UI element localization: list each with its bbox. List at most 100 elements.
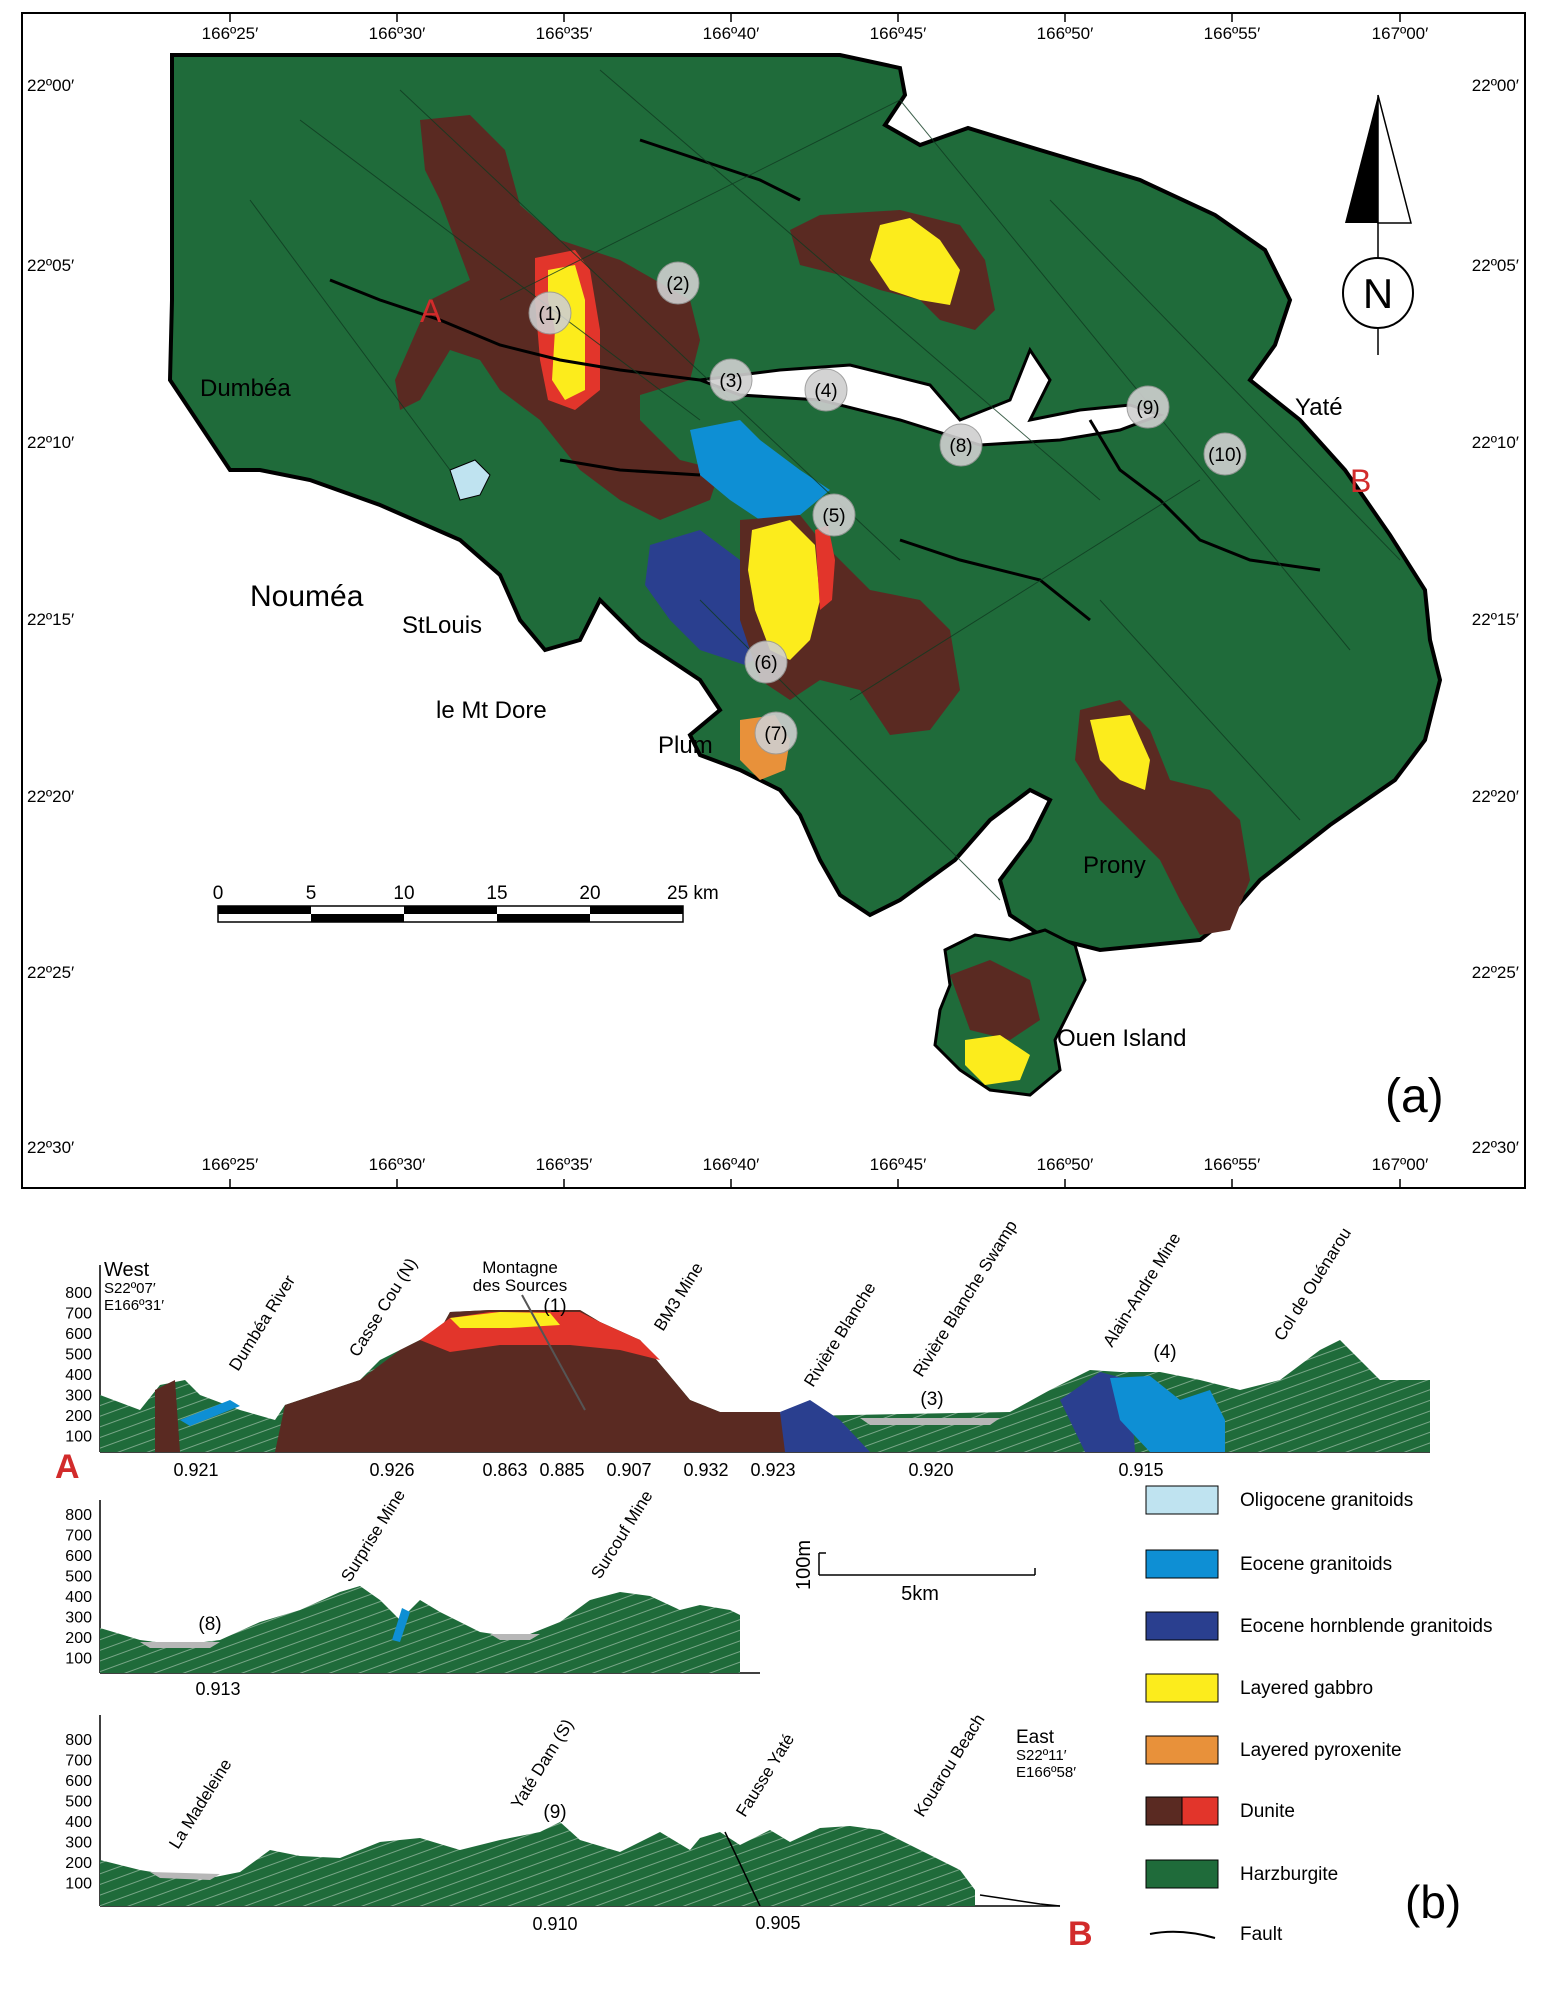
elev-tick-label: 700 bbox=[65, 1306, 92, 1323]
lon-tick-label: 166º35′ bbox=[536, 1155, 593, 1174]
site-label: (7) bbox=[764, 724, 787, 745]
lon-tick-label: 166º50′ bbox=[1037, 24, 1094, 43]
p2-value-0913: 0.913 bbox=[195, 1679, 240, 1699]
section-scale: 100m 5km bbox=[793, 1540, 1036, 1605]
elev-tick-label: 700 bbox=[65, 1753, 92, 1770]
legend-swatch bbox=[1149, 1930, 1216, 1939]
lat-tick-label: 22º00′ bbox=[1472, 76, 1519, 95]
north-arrow: N bbox=[1342, 94, 1414, 355]
place-prony: Prony bbox=[1083, 852, 1146, 879]
site-marker: (1) bbox=[528, 291, 572, 335]
site-marker: (10) bbox=[1203, 432, 1247, 476]
legend-label: Eocene hornblende granitoids bbox=[1240, 1616, 1492, 1637]
lon-tick-label: 166º40′ bbox=[703, 24, 760, 43]
site-label: (9) bbox=[1136, 398, 1159, 419]
profile-place-label: Alain-Andre Mine bbox=[1099, 1229, 1184, 1350]
elev-tick-label: 200 bbox=[65, 1855, 92, 1872]
profile-place-label: Rivière Blanche Swamp bbox=[909, 1217, 1021, 1380]
lon-tick-label: 166º25′ bbox=[202, 24, 259, 43]
p1-site-1: (1) bbox=[543, 1296, 566, 1317]
scale-label: 0 bbox=[213, 883, 224, 904]
place-stlouis: StLouis bbox=[402, 612, 482, 639]
lat-tick-label: 22º30′ bbox=[1472, 1138, 1519, 1157]
profile-3 bbox=[99, 1715, 1061, 1907]
elev-tick-label: 600 bbox=[65, 1326, 92, 1343]
gabbro-prony bbox=[1090, 715, 1150, 790]
east-lon: E166º58′ bbox=[1016, 1764, 1076, 1781]
elev-tick-label: 500 bbox=[65, 1347, 92, 1364]
legend-swatch bbox=[1145, 1485, 1219, 1515]
elev-tick-label: 800 bbox=[65, 1732, 92, 1749]
place-noumea: Nouméa bbox=[250, 580, 364, 613]
elev-ticks-profile3: 800 700 600 500 400 300 200 100 bbox=[65, 1732, 92, 1893]
elev-tick-label: 400 bbox=[65, 1367, 92, 1384]
profile-place-label: La Madeleine bbox=[165, 1755, 235, 1852]
elev-tick-label: 500 bbox=[65, 1794, 92, 1811]
legend-label: Eocene granitoids bbox=[1240, 1554, 1392, 1575]
legend-swatch bbox=[1145, 1673, 1219, 1703]
elev-tick-label: 400 bbox=[65, 1589, 92, 1606]
west-lat: S22º07′ bbox=[104, 1280, 156, 1297]
site-markers: (1) (2) (3) (4) (5) (6) (7) (8) (9) (10) bbox=[528, 261, 1247, 755]
site-label: (4) bbox=[814, 381, 837, 402]
legend-swatch bbox=[1145, 1549, 1219, 1579]
lat-ticks-right: 22º00′ 22º05′ 22º10′ 22º15′ 22º20′ 22º25′ 22º3… bbox=[1472, 76, 1519, 1157]
place-ouen-island: Ouen Island bbox=[1057, 1025, 1186, 1052]
p1-site-3: (3) bbox=[920, 1389, 943, 1410]
scale-label: 5 bbox=[306, 883, 317, 904]
legend-label: Layered gabbro bbox=[1240, 1678, 1373, 1699]
lat-tick-label: 22º05′ bbox=[1472, 256, 1519, 275]
lat-tick-label: 22º30′ bbox=[27, 1138, 74, 1157]
map-scale-bar: 0 5 10 15 20 25 km bbox=[213, 883, 719, 923]
profile1-value: 0.921 bbox=[173, 1460, 218, 1480]
gabbro-ouen bbox=[965, 1035, 1030, 1085]
section-b-label: B bbox=[1068, 1915, 1093, 1953]
legend-item: Fault bbox=[1149, 1924, 1283, 1945]
site-marker: (7) bbox=[754, 711, 798, 755]
profile-place-label: Surprise Mine bbox=[337, 1486, 409, 1585]
gabbro-east bbox=[870, 218, 960, 305]
section-a-map-label: A bbox=[420, 293, 442, 329]
lon-tick-label: 166º30′ bbox=[369, 1155, 426, 1174]
legend-label: Oligocene granitoids bbox=[1240, 1490, 1413, 1511]
panel-a-label: (a) bbox=[1385, 1070, 1444, 1123]
legend-label: Dunite bbox=[1240, 1801, 1295, 1822]
profile-place-label: Yaté Dam (S) bbox=[507, 1716, 577, 1812]
lat-ticks-left: 22º00′ 22º05′ 22º10′ 22º15′ 22º20′ 22º25′ 22º3… bbox=[27, 76, 74, 1157]
lat-tick-label: 22º00′ bbox=[27, 76, 74, 95]
p3-site-9: (9) bbox=[543, 1802, 566, 1823]
rivers bbox=[329, 138, 1321, 622]
elev-tick-label: 100 bbox=[65, 1429, 92, 1446]
elev-tick-label: 100 bbox=[65, 1876, 92, 1893]
profile-place-label: Col de Ouénarou bbox=[1270, 1224, 1355, 1344]
elev-tick-label: 100 bbox=[65, 1651, 92, 1668]
scale-label: 20 bbox=[579, 883, 600, 904]
lat-tick-label: 22º05′ bbox=[27, 256, 74, 275]
lat-tick-label: 22º10′ bbox=[1472, 433, 1519, 452]
legend-item: Oligocene granitoids bbox=[1145, 1485, 1413, 1515]
profile-1 bbox=[99, 1265, 1430, 1453]
place-dumbea: Dumbéa bbox=[200, 375, 291, 402]
lat-tick-label: 22º15′ bbox=[27, 610, 74, 629]
lon-tick-label: 166º45′ bbox=[870, 24, 927, 43]
elev-tick-label: 300 bbox=[65, 1610, 92, 1627]
profile1-value: 0.932 bbox=[683, 1460, 728, 1480]
profile-place-label: Casse Cou (N) bbox=[345, 1255, 421, 1360]
site-marker: (5) bbox=[812, 493, 856, 537]
p3-value-0905: 0.905 bbox=[755, 1913, 800, 1933]
lon-tick-label: 166º55′ bbox=[1204, 24, 1261, 43]
site-marker: (9) bbox=[1126, 385, 1170, 429]
legend-item: Eocene hornblende granitoids bbox=[1145, 1611, 1492, 1641]
profile1-value: 0.923 bbox=[750, 1460, 795, 1480]
lat-tick-label: 22º10′ bbox=[27, 433, 74, 452]
east-lat: S22º11′ bbox=[1016, 1747, 1067, 1764]
section-a-label: A bbox=[55, 1448, 80, 1486]
oligocene-body bbox=[449, 459, 491, 501]
west-title: West bbox=[104, 1259, 150, 1281]
north-letter: N bbox=[1363, 270, 1393, 317]
legend-swatch bbox=[1145, 1796, 1183, 1826]
site-marker: (6) bbox=[744, 640, 788, 684]
elev-tick-label: 200 bbox=[65, 1408, 92, 1425]
profile-place-label: BM3 Mine bbox=[650, 1259, 707, 1334]
place-yate: Yaté bbox=[1295, 394, 1343, 421]
